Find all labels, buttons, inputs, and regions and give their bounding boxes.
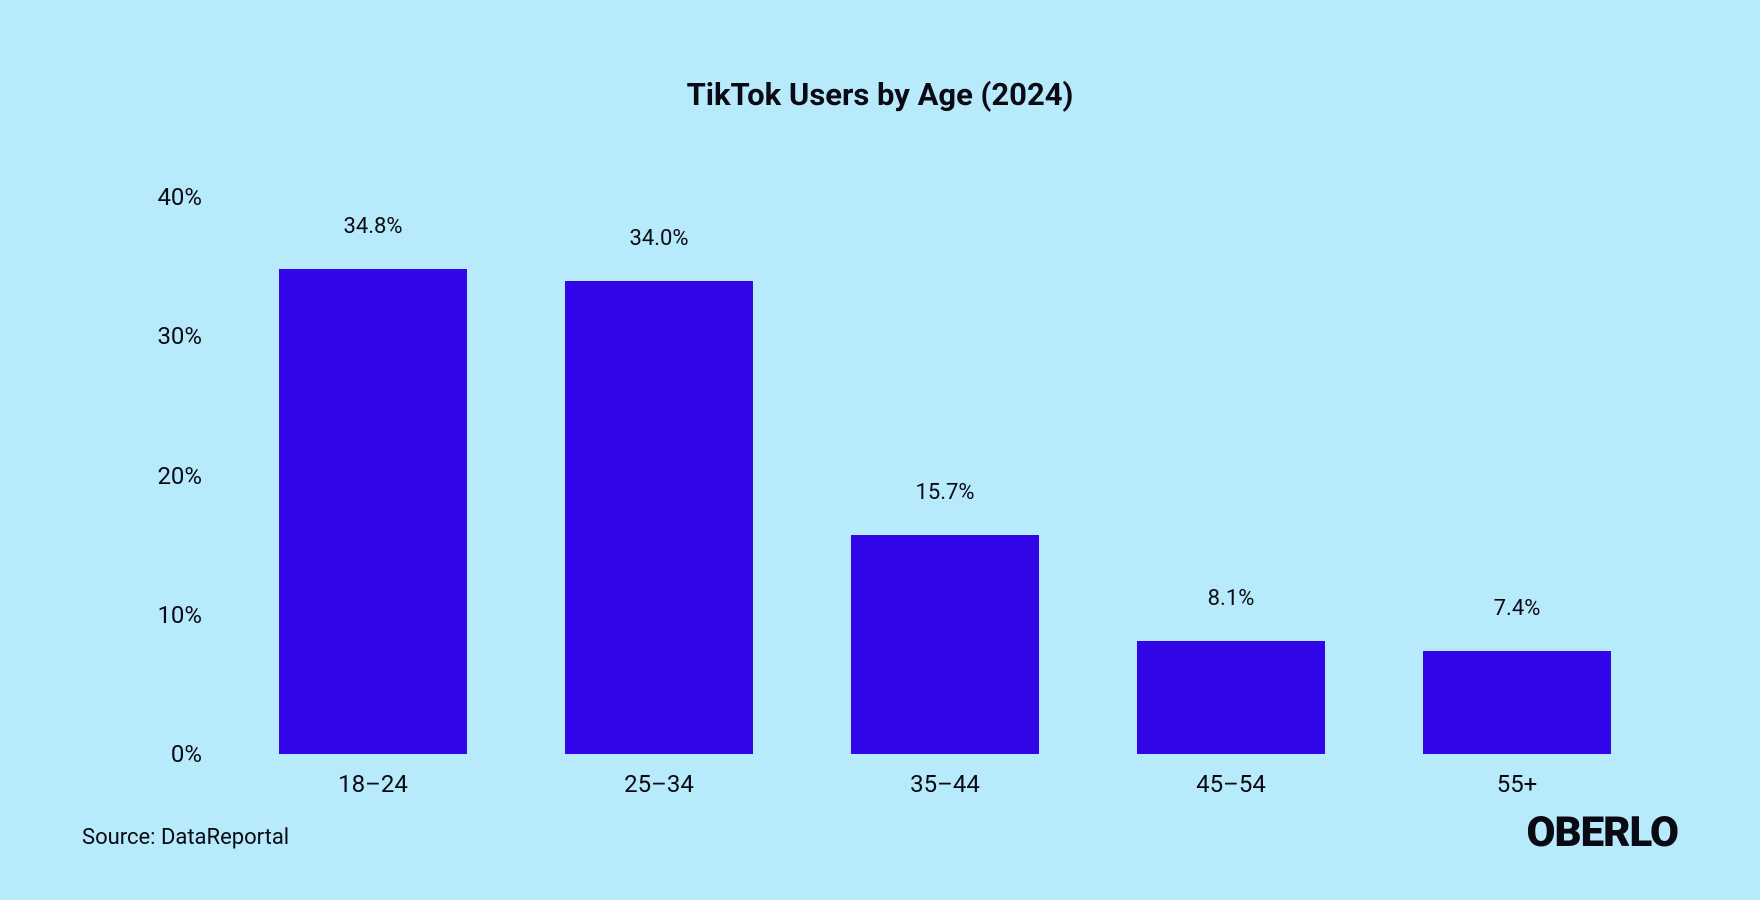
bar xyxy=(565,281,753,754)
bar xyxy=(1137,641,1325,754)
bar-slot: 8.1%45–54 xyxy=(1088,197,1374,754)
x-tick-label: 25–34 xyxy=(516,770,802,798)
bar-value-label: 34.0% xyxy=(516,226,802,251)
x-tick-label: 55+ xyxy=(1374,770,1660,798)
bar-value-label: 34.8% xyxy=(230,214,516,239)
bar-value-label: 8.1% xyxy=(1088,586,1374,611)
chart-canvas: TikTok Users by Age (2024) 0%10%20%30%40… xyxy=(0,0,1760,900)
bar xyxy=(1423,651,1611,754)
bar-slot: 34.0%25–34 xyxy=(516,197,802,754)
x-tick-label: 35–44 xyxy=(802,770,1088,798)
bar-value-label: 15.7% xyxy=(802,480,1088,505)
x-tick-label: 45–54 xyxy=(1088,770,1374,798)
bar-slot: 7.4%55+ xyxy=(1374,197,1660,754)
y-tick-label: 20% xyxy=(157,462,230,490)
bar xyxy=(851,535,1039,754)
y-tick-label: 30% xyxy=(157,322,230,350)
y-tick-label: 10% xyxy=(157,601,230,629)
bar-slot: 34.8%18–24 xyxy=(230,197,516,754)
bar-value-label: 7.4% xyxy=(1374,596,1660,621)
x-tick-label: 18–24 xyxy=(230,770,516,798)
bar-slot: 15.7%35–44 xyxy=(802,197,1088,754)
y-tick-label: 40% xyxy=(157,183,230,211)
y-tick-label: 0% xyxy=(171,740,230,768)
plot-area: 0%10%20%30%40%34.8%18–2434.0%25–3415.7%3… xyxy=(230,197,1660,754)
bar xyxy=(279,269,467,754)
brand-logo: OBERLO xyxy=(1527,808,1678,857)
source-text: Source: DataReportal xyxy=(82,825,289,850)
chart-title: TikTok Users by Age (2024) xyxy=(0,76,1760,113)
